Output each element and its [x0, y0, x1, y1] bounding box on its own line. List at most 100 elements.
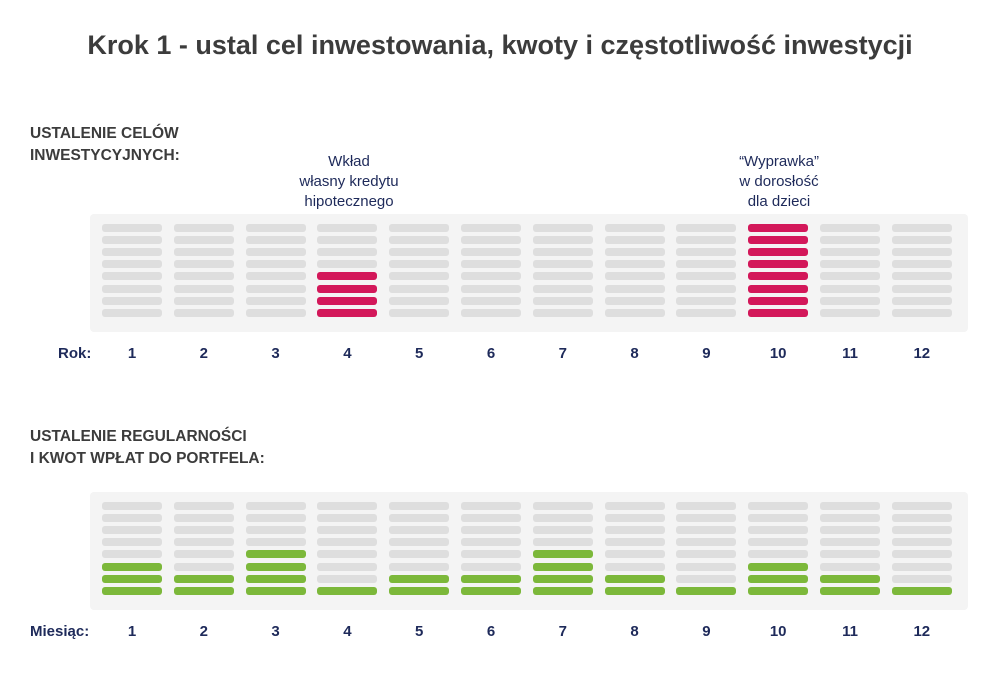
empty-level-bar: [820, 296, 880, 305]
empty-level-bar: [389, 236, 450, 245]
empty-level-bar: [532, 248, 593, 257]
year-tick-label: 1: [127, 345, 137, 362]
empty-level-bar: [820, 538, 880, 547]
empty-level-bar: [820, 502, 880, 510]
empty-level-bar: [389, 538, 450, 547]
year-tick-label: 11: [842, 345, 858, 362]
empty-level-bar: [102, 224, 162, 232]
empty-level-bar: [748, 538, 809, 547]
annotation-line: Wkład: [328, 153, 370, 170]
annotation-year-10: “Wyprawka” w dorosłość dla dzieci: [699, 152, 859, 212]
empty-level-bar: [245, 296, 306, 305]
filled-level-bar: [891, 586, 952, 595]
empty-level-bar: [173, 538, 234, 547]
empty-level-bar: [676, 562, 737, 571]
empty-level-bar: [604, 248, 665, 257]
empty-level-bar: [604, 236, 665, 245]
section-regularity-label-line-2: I KWOT WPŁAT DO PORTFELA:: [30, 450, 265, 467]
filled-level-bar: [173, 586, 234, 595]
page-title: Krok 1 - ustal cel inwestowania, kwoty i…: [87, 30, 913, 60]
filled-level-bar: [317, 284, 378, 293]
empty-level-bar: [461, 538, 521, 547]
empty-level-bar: [317, 574, 378, 583]
empty-level-bar: [389, 308, 450, 317]
axis-label-month: Miesiąc:: [30, 623, 90, 640]
empty-level-bar: [389, 550, 450, 559]
empty-level-bar: [461, 284, 521, 293]
empty-level-bar: [748, 502, 809, 510]
empty-level-bar: [173, 562, 234, 571]
empty-level-bar: [891, 272, 952, 281]
filled-level-bar: [748, 224, 809, 232]
regularity-bar-panel: [90, 492, 968, 610]
empty-level-bar: [389, 284, 450, 293]
filled-level-bar: [748, 562, 809, 571]
filled-level-bar: [532, 586, 593, 595]
filled-level-bar: [245, 562, 306, 571]
empty-level-bar: [891, 562, 952, 571]
empty-level-bar: [102, 538, 162, 547]
empty-level-bar: [389, 296, 450, 305]
empty-level-bar: [317, 502, 378, 510]
empty-level-bar: [245, 308, 306, 317]
empty-level-bar: [102, 308, 162, 317]
empty-level-bar: [317, 248, 378, 257]
empty-level-bar: [748, 526, 809, 535]
empty-level-bar: [891, 236, 952, 245]
empty-level-bar: [676, 260, 737, 269]
empty-level-bar: [102, 514, 162, 523]
empty-level-bar: [820, 562, 880, 571]
filled-level-bar: [604, 574, 665, 583]
empty-level-bar: [317, 550, 378, 559]
filled-level-bar: [820, 586, 880, 595]
empty-level-bar: [891, 550, 952, 559]
year-tick-label: 8: [630, 345, 639, 362]
empty-level-bar: [891, 574, 952, 583]
empty-level-bar: [173, 514, 234, 523]
empty-level-bar: [317, 236, 378, 245]
empty-level-bar: [676, 224, 737, 232]
empty-level-bar: [102, 248, 162, 257]
filled-level-bar: [317, 586, 378, 595]
month-tick-label: 5: [415, 623, 424, 640]
empty-level-bar: [461, 550, 521, 559]
empty-level-bar: [317, 526, 378, 535]
year-tick-label: 12: [913, 345, 931, 362]
empty-level-bar: [604, 308, 665, 317]
empty-level-bar: [820, 308, 880, 317]
empty-level-bar: [173, 550, 234, 559]
empty-level-bar: [820, 224, 880, 232]
empty-level-bar: [604, 514, 665, 523]
empty-level-bar: [676, 514, 737, 523]
empty-level-bar: [676, 574, 737, 583]
goals-bar-panel: [90, 214, 968, 332]
year-tick-label: 6: [486, 345, 496, 362]
empty-level-bar: [820, 260, 880, 269]
empty-level-bar: [820, 284, 880, 293]
filled-level-bar: [820, 574, 880, 583]
empty-level-bar: [173, 272, 234, 281]
empty-level-bar: [532, 308, 593, 317]
filled-level-bar: [532, 562, 593, 571]
annotation-year-4: Wkład własny kredytu hipotecznego: [269, 152, 429, 212]
empty-level-bar: [891, 538, 952, 547]
axis-label-year: Rok:: [58, 345, 92, 362]
empty-level-bar: [532, 272, 593, 281]
empty-level-bar: [317, 260, 378, 269]
month-tick-label: 8: [630, 623, 639, 640]
empty-level-bar: [604, 562, 665, 571]
empty-level-bar: [245, 224, 306, 232]
empty-level-bar: [461, 248, 521, 257]
empty-level-bar: [461, 502, 521, 510]
month-tick-label: 12: [913, 623, 931, 640]
empty-level-bar: [245, 236, 306, 245]
empty-level-bar: [676, 272, 737, 281]
filled-level-bar: [102, 562, 162, 571]
section-goals-label-line-1: USTALENIE CELÓW: [30, 125, 179, 142]
empty-level-bar: [891, 514, 952, 523]
empty-level-bar: [891, 502, 952, 510]
empty-level-bar: [102, 236, 162, 245]
month-tick-label: 1: [127, 623, 137, 640]
empty-level-bar: [245, 514, 306, 523]
empty-level-bar: [891, 526, 952, 535]
